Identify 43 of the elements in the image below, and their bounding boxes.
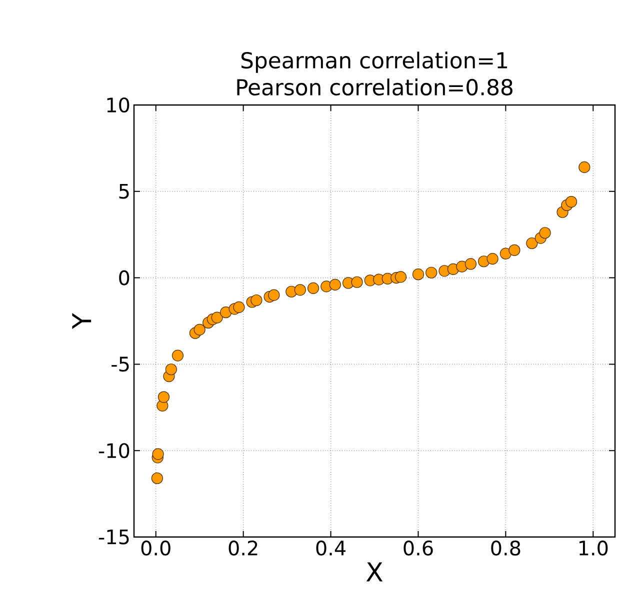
point — [151, 472, 163, 484]
point — [394, 271, 407, 283]
y-tick-label: -15 — [98, 530, 129, 544]
point — [447, 263, 460, 275]
point — [233, 301, 245, 313]
y-tick-label: -5 — [112, 356, 129, 372]
point — [539, 227, 551, 239]
point — [565, 196, 578, 208]
point — [500, 248, 512, 260]
point — [351, 276, 363, 288]
y-tick-label: -10 — [98, 443, 130, 458]
x-axis-title: X — [366, 562, 383, 582]
point — [165, 364, 177, 376]
point — [194, 324, 206, 336]
point — [211, 312, 223, 324]
point — [486, 252, 498, 265]
y-tick-label: 5 — [119, 184, 129, 199]
x-tick-label: 0.6 — [404, 540, 433, 556]
x-tick-label: 0.4 — [316, 540, 346, 556]
x-tick-label: 1.0 — [579, 540, 608, 556]
point — [329, 278, 341, 291]
x-tick-label: 0.8 — [491, 540, 520, 556]
y-tick-label: 0 — [119, 270, 130, 286]
x-tick-label: 0.2 — [228, 540, 258, 556]
point — [152, 448, 164, 460]
point — [464, 258, 477, 270]
chart-title: Spearman correlation=1 — [241, 52, 507, 73]
chart-subtitle: Pearson correlation=0.88 — [237, 78, 512, 96]
point — [158, 391, 170, 403]
point — [578, 161, 590, 174]
point — [508, 244, 520, 256]
point — [294, 284, 306, 296]
point — [426, 266, 438, 278]
point — [307, 282, 320, 294]
point — [268, 289, 280, 301]
y-tick-label: 10 — [107, 97, 130, 113]
point — [220, 306, 232, 318]
y-axis-title: Y — [72, 313, 92, 329]
point — [526, 237, 538, 250]
point — [250, 294, 262, 306]
x-tick-label: 0.0 — [141, 540, 170, 556]
point — [412, 268, 424, 280]
point — [172, 350, 184, 362]
